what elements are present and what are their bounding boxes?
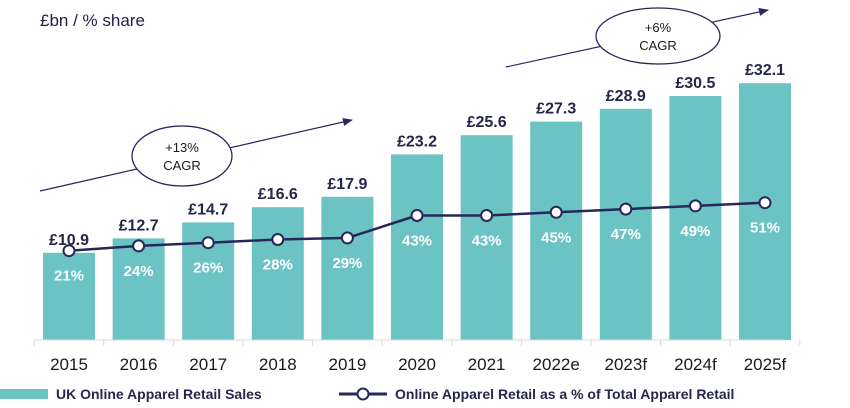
legend-swatch-sales	[0, 389, 48, 399]
cagr-caption: CAGR	[639, 38, 677, 53]
x-axis: 2015 2016 2017 2018 2019 2020 2021 2022e 2023f 20…	[33, 339, 801, 374]
bar-value-label: £28.9	[606, 88, 646, 105]
share-marker-2016	[132, 239, 146, 253]
bar-value-label: £12.7	[119, 217, 159, 234]
bar-2023f	[599, 108, 652, 340]
bar-value-label: £32.1	[745, 62, 785, 79]
share-value-label: 49%	[680, 223, 710, 240]
share-value-label: 28%	[263, 257, 293, 274]
x-tick-label: 2022e	[533, 355, 580, 374]
bar-value-label: £14.7	[188, 201, 228, 218]
bar-value-label: £10.9	[49, 232, 89, 249]
x-tick-label: 2016	[120, 355, 158, 374]
x-tick-label: 2024f	[674, 355, 717, 374]
x-tick-label: 2015	[50, 355, 88, 374]
share-marker-2017	[201, 236, 215, 250]
bars-layer	[43, 83, 791, 340]
x-tick-label: 2017	[189, 355, 227, 374]
bar-2018	[251, 207, 304, 340]
cagr-callout	[595, 7, 721, 65]
bar-value-label: £16.6	[258, 186, 298, 203]
legend-label-sales: UK Online Apparel Retail Sales	[56, 386, 262, 402]
x-tick-label: 2018	[259, 355, 297, 374]
legend: UK Online Apparel Retail Sales Online Ap…	[0, 386, 734, 402]
bar-2025f	[739, 83, 791, 340]
x-tick-label: 2019	[328, 355, 366, 374]
share-value-label: 43%	[472, 233, 502, 250]
cagr-value: +6%	[645, 20, 672, 35]
share-value-label: 21%	[54, 268, 84, 285]
bar-2016	[112, 238, 165, 340]
cagr-value: +13%	[165, 140, 199, 155]
bar-2021	[460, 135, 513, 340]
share-marker-2019	[340, 231, 354, 245]
cagr-annotations: +13% CAGR +6% CAGR	[39, 7, 769, 192]
bar-2020	[391, 154, 443, 340]
legend-marker-share	[356, 387, 370, 401]
bar-2019	[321, 196, 374, 340]
bar-value-label: £23.2	[397, 133, 437, 150]
share-marker-2025f	[758, 196, 772, 210]
bar-value-label: £30.5	[675, 75, 715, 92]
x-tick-label: 2025f	[744, 355, 787, 374]
labels-layer: £10.9 £12.7 £14.7 £16.6 £17.9 £23.2 £25.6 £27.3…	[49, 62, 785, 285]
bar-value-label: £17.9	[327, 176, 367, 193]
share-value-label: 45%	[541, 229, 571, 246]
share-marker-2024f	[688, 199, 702, 213]
line-layer	[62, 196, 772, 258]
cagr-caption: CAGR	[163, 158, 201, 173]
x-tick-label: 2021	[468, 355, 506, 374]
share-marker-2015	[62, 244, 76, 258]
share-value-label: 26%	[193, 260, 223, 277]
share-marker-2022e	[549, 205, 563, 219]
cagr-callout	[131, 125, 233, 187]
bar-2024f	[669, 96, 722, 340]
unit-label: £bn / % share	[40, 11, 145, 30]
bar-value-label: £27.3	[536, 101, 576, 118]
bar-2015	[43, 252, 95, 340]
x-tick-label: 2023f	[605, 355, 648, 374]
share-marker-2021	[480, 209, 494, 222]
share-value-label: 51%	[750, 220, 780, 237]
share-value-label: 24%	[124, 263, 154, 280]
share-value-label: 29%	[332, 255, 362, 272]
x-tick-label: 2020	[398, 355, 436, 374]
share-value-label: 43%	[402, 233, 432, 250]
share-marker-2023f	[619, 202, 633, 216]
legend-label-share: Online Apparel Retail as a % of Total Ap…	[395, 386, 734, 402]
bar-value-label: £25.6	[467, 114, 507, 131]
share-value-label: 47%	[611, 226, 641, 243]
share-marker-2018	[271, 233, 285, 246]
bar-2022e	[530, 121, 583, 340]
share-marker-2020	[410, 209, 424, 222]
